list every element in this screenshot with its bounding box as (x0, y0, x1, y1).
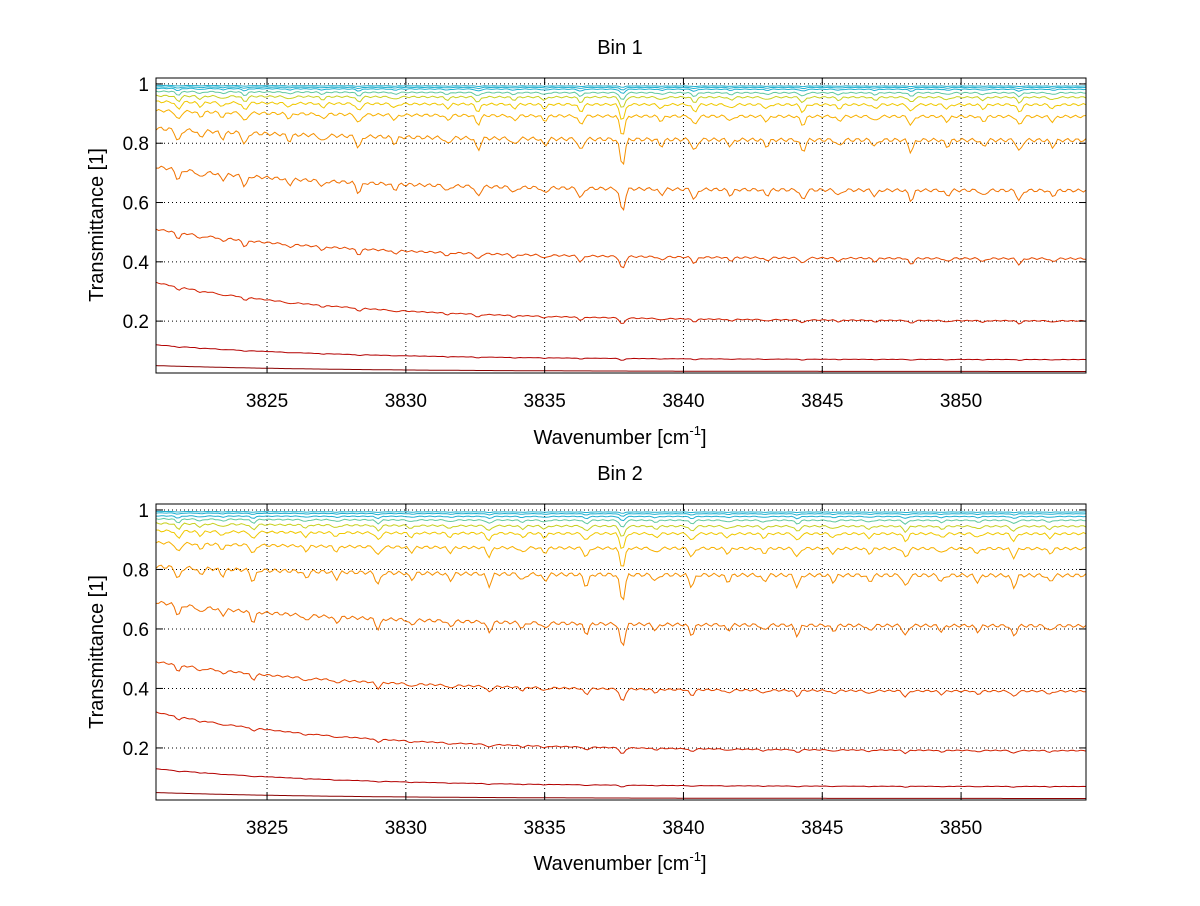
series-line (155, 768, 1087, 788)
chart-panel-bin-2: Bin 2 3825 3830 3835 3840 3845 3850 0.2 0.4 0.6… (86, 463, 1087, 875)
plot-area-border (155, 77, 1087, 374)
x-axis-label-end: ] (701, 427, 707, 449)
x-tick-label: 3840 (662, 391, 704, 412)
chart-title: Bin 1 (597, 37, 643, 59)
y-axis-label: Transmittance [1] (86, 148, 108, 302)
y-axis-label: Transmittance [1] (86, 575, 108, 729)
series-line (155, 661, 1086, 701)
series-line (155, 529, 1087, 549)
series-line (155, 228, 1087, 269)
series-line (156, 515, 1087, 522)
series-line (155, 512, 1087, 517)
x-tick-label: 3845 (801, 818, 843, 839)
x-axis-label-superscript: -1 (689, 423, 701, 438)
x-axis-ticks: 3825 3830 3835 3840 3845 3850 (246, 504, 982, 839)
x-tick-label: 3850 (940, 391, 982, 412)
series-line (155, 522, 1087, 537)
x-axis-label: Wavenumber [cm-1] (533, 849, 706, 875)
series-line (156, 165, 1087, 211)
series-line (155, 281, 1087, 325)
chart-title: Bin 2 (597, 463, 643, 485)
series-line (155, 94, 1087, 108)
y-tick-label: 0.2 (123, 739, 149, 760)
x-tick-label: 3830 (385, 391, 427, 412)
y-tick-label: 0.8 (123, 560, 149, 581)
series-line (155, 564, 1087, 601)
x-tick-label: 3835 (524, 391, 566, 412)
series-line (155, 86, 1087, 91)
x-axis-label-superscript: -1 (689, 849, 701, 864)
series-line (155, 517, 1087, 528)
series-line (155, 84, 1087, 88)
y-tick-label: 0.6 (123, 194, 149, 215)
series-line (156, 792, 1086, 799)
x-tick-label: 3835 (524, 818, 566, 839)
x-axis-label-main: Wavenumber [cm (533, 853, 689, 875)
y-tick-label: 0.2 (123, 312, 149, 333)
x-tick-label: 3830 (385, 818, 427, 839)
y-axis-ticks: 0.2 0.4 0.6 0.8 1 (123, 75, 1086, 333)
series-line (156, 100, 1087, 120)
series-group (155, 84, 1087, 372)
x-axis-label-main: Wavenumber [cm (533, 427, 689, 449)
series-line (155, 711, 1087, 755)
y-tick-label: 0.8 (123, 134, 149, 155)
x-tick-label: 3825 (246, 391, 288, 412)
series-line (155, 126, 1087, 166)
chart-panel-bin-1: Bin 1 3825 3830 3835 3840 3845 3850 0.2 0.4 0.6… (86, 37, 1087, 449)
series-line (155, 87, 1087, 94)
x-tick-label: 3825 (246, 818, 288, 839)
y-axis-ticks: 0.2 0.4 0.6 0.8 1 (123, 501, 1086, 760)
series-line (155, 365, 1086, 372)
series-line (155, 540, 1087, 567)
x-axis-ticks: 3825 3830 3835 3840 3845 3850 (246, 78, 982, 412)
series-line (156, 600, 1087, 647)
series-line (155, 344, 1087, 361)
series-group (155, 510, 1087, 799)
plot-area-border (155, 503, 1087, 801)
y-tick-label: 0.6 (123, 620, 149, 641)
series-line (155, 90, 1087, 100)
x-axis-label-end: ] (701, 853, 707, 875)
x-tick-label: 3850 (940, 818, 982, 839)
y-tick-label: 1 (138, 501, 149, 522)
y-tick-label: 1 (138, 75, 149, 96)
y-tick-label: 0.4 (123, 679, 150, 700)
series-line (155, 108, 1087, 135)
grid-lines (156, 78, 1086, 373)
grid-lines (156, 504, 1086, 800)
x-tick-label: 3845 (801, 391, 843, 412)
series-line (155, 510, 1087, 514)
x-tick-label: 3840 (662, 818, 704, 839)
y-tick-label: 0.4 (123, 253, 150, 274)
x-axis-label: Wavenumber [cm-1] (533, 423, 706, 449)
